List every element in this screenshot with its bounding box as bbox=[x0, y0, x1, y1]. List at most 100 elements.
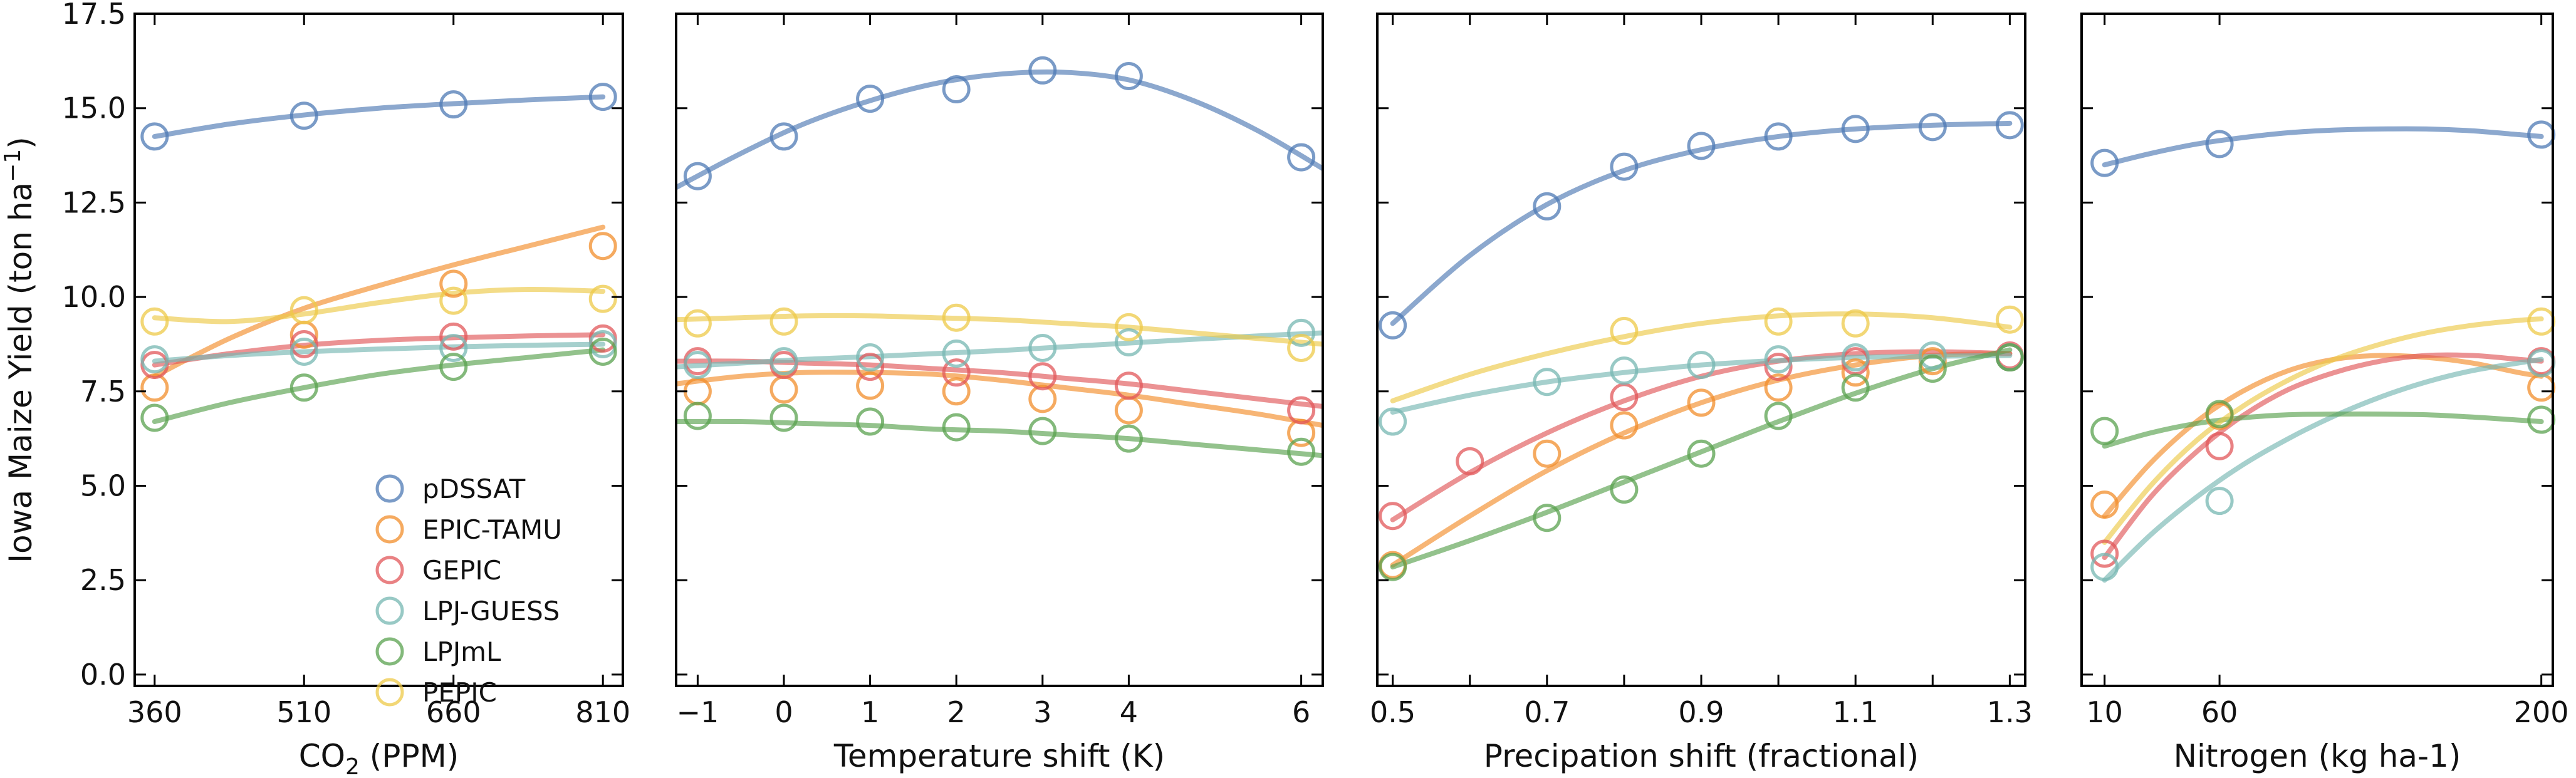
x-axis-label-main: Nitrogen (kg ha-1) bbox=[2174, 738, 2461, 774]
x-tick-label: 60 bbox=[2201, 695, 2238, 729]
fit-line-lpjml bbox=[1390, 347, 2013, 570]
data-point-epic-tamu bbox=[1687, 388, 1716, 417]
data-point-gepic bbox=[856, 353, 885, 381]
data-point-lpjml bbox=[1533, 504, 1562, 532]
legend-label-pdssat: pDSSAT bbox=[422, 474, 526, 504]
data-point-epic-tamu bbox=[1114, 396, 1143, 425]
legend-label-gepic: GEPIC bbox=[422, 555, 501, 586]
fit-line-pdssat bbox=[152, 94, 606, 139]
y-tick-label: 5.0 bbox=[80, 469, 126, 503]
x-tick-label: 810 bbox=[575, 695, 630, 729]
data-point-epic-tamu bbox=[769, 375, 798, 404]
data-point-lpjml bbox=[588, 338, 617, 366]
data-point-lpj-guess bbox=[1841, 343, 1870, 372]
x-tick-label: 3 bbox=[1033, 695, 1051, 729]
data-point-lpj-guess bbox=[1687, 351, 1716, 380]
legend-label-pepic: PEPIC bbox=[422, 677, 497, 708]
x-tick-label: 0 bbox=[774, 695, 793, 729]
plot-area bbox=[152, 94, 606, 425]
data-point-lpj-guess bbox=[289, 338, 318, 366]
fit-line-lpj-guess bbox=[1390, 353, 2013, 415]
x-tick-label: 0.7 bbox=[1524, 695, 1570, 729]
data-point-pdssat bbox=[1918, 113, 1947, 142]
x-tick-label: 0.9 bbox=[1678, 695, 1724, 729]
fit-line-pdssat bbox=[676, 69, 1323, 190]
data-point-lpjml bbox=[2205, 400, 2234, 428]
x-tick-label: 0.5 bbox=[1370, 695, 1416, 729]
data-point-pdssat bbox=[1114, 61, 1143, 90]
fit-line-gepic bbox=[2102, 352, 2544, 561]
x-tick-label: 510 bbox=[276, 695, 331, 729]
data-point-gepic bbox=[1287, 396, 1316, 425]
x-tick-label: 4 bbox=[1120, 695, 1138, 729]
data-point-pdssat bbox=[140, 122, 169, 151]
data-point-lpjml bbox=[1918, 355, 1947, 383]
data-point-gepic bbox=[439, 322, 468, 351]
data-point-epic-tamu bbox=[1841, 358, 1870, 387]
data-point-lpj-guess bbox=[942, 340, 971, 368]
data-point-lpj-guess bbox=[140, 345, 169, 374]
data-point-gepic bbox=[2205, 432, 2234, 460]
data-point-pdssat bbox=[1533, 192, 1562, 220]
data-point-pepic bbox=[1764, 307, 1793, 336]
data-point-lpj-guess bbox=[683, 351, 712, 380]
y-tick-label: 7.5 bbox=[80, 375, 126, 408]
data-point-lpj-guess bbox=[1918, 341, 1947, 370]
legend-marker-lpjml bbox=[375, 637, 404, 666]
data-point-gepic bbox=[1028, 362, 1057, 391]
data-point-lpjml bbox=[140, 403, 169, 432]
data-point-pdssat bbox=[1028, 56, 1057, 85]
data-point-pdssat bbox=[1764, 122, 1793, 151]
x-tick-label: 660 bbox=[426, 695, 481, 729]
y-axis-label-superscript: −1 bbox=[0, 149, 26, 182]
fit-line-lpjml bbox=[2102, 411, 2544, 449]
data-point-lpj-guess bbox=[1533, 368, 1562, 397]
data-point-lpj-guess bbox=[769, 347, 798, 376]
data-point-lpjml bbox=[942, 413, 971, 442]
data-point-pepic bbox=[1114, 313, 1143, 341]
data-point-lpj-guess bbox=[2205, 487, 2234, 516]
fit-line-pepic bbox=[1390, 311, 2013, 403]
data-point-gepic bbox=[942, 358, 971, 387]
data-point-pepic bbox=[1841, 309, 1870, 338]
data-point-lpjml bbox=[1841, 373, 1870, 402]
data-point-gepic bbox=[289, 329, 318, 358]
axes-frame bbox=[675, 13, 1324, 687]
data-point-pdssat bbox=[1379, 311, 1407, 340]
data-point-pepic bbox=[588, 284, 617, 313]
data-point-lpj-guess bbox=[1028, 333, 1057, 362]
data-point-pdssat bbox=[289, 101, 318, 130]
data-point-lpj-guess bbox=[588, 329, 617, 358]
x-tick-label: 10 bbox=[2086, 695, 2123, 729]
legend-marker-epic-tamu bbox=[375, 515, 404, 544]
x-tick-label: 1.1 bbox=[1833, 695, 1879, 729]
data-point-lpjml bbox=[1687, 439, 1716, 468]
legend-marker-pdssat bbox=[375, 474, 404, 503]
data-point-epic-tamu bbox=[1533, 439, 1562, 468]
data-point-epic-tamu bbox=[2527, 373, 2556, 402]
x-axis-label: Nitrogen (kg ha-1) bbox=[2174, 738, 2461, 774]
fit-line-epic-tamu bbox=[676, 370, 1323, 428]
data-point-pepic bbox=[289, 296, 318, 324]
data-point-epic-tamu bbox=[140, 373, 169, 402]
data-point-lpj-guess bbox=[1379, 407, 1407, 436]
fit-line-epic-tamu bbox=[2102, 353, 2544, 519]
data-point-pepic bbox=[1287, 333, 1316, 362]
panel-precipitation: 0.5 0.7 0.9 1.1 1.3 Precipation shift (fracti… bbox=[1370, 13, 2033, 774]
fit-line-pepic bbox=[676, 313, 1323, 347]
fit-line-pdssat bbox=[2102, 126, 2544, 168]
fit-line-lpj-guess bbox=[152, 341, 606, 364]
y-tick-label: 2.5 bbox=[80, 563, 126, 597]
data-point-lpjml bbox=[1114, 424, 1143, 453]
data-point-pdssat bbox=[2090, 148, 2119, 177]
data-point-epic-tamu bbox=[439, 269, 468, 298]
data-point-pdssat bbox=[439, 90, 468, 119]
data-point-lpj-guess bbox=[1610, 356, 1639, 385]
x-axis-label-main: CO bbox=[299, 738, 345, 774]
legend-marker-lpj-guess bbox=[375, 596, 404, 625]
data-point-pdssat bbox=[1995, 111, 2024, 140]
data-point-lpj-guess bbox=[1114, 328, 1143, 356]
legend-label-epic-tamu: EPIC-TAMU bbox=[422, 514, 562, 545]
data-point-pepic bbox=[140, 307, 169, 336]
data-point-lpj-guess bbox=[856, 343, 885, 372]
